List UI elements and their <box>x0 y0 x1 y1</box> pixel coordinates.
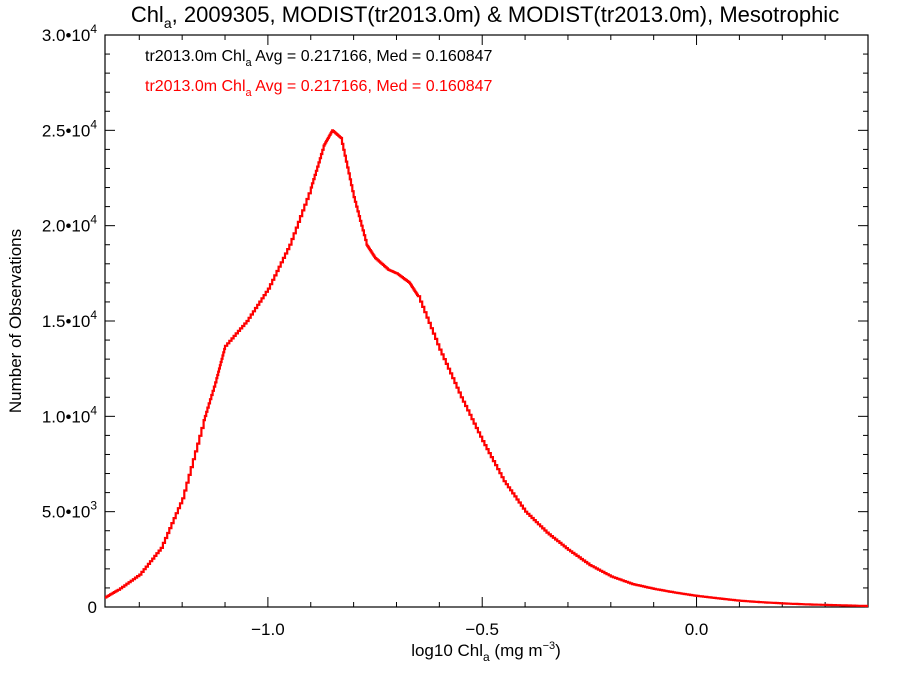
x-axis-label-post: ) <box>555 641 561 660</box>
x-axis-label-superscript: −3 <box>543 640 556 652</box>
legend-entry-pre: tr2013.0m Chl <box>145 78 246 95</box>
series-group <box>105 129 868 608</box>
x-tick-label: −1.0 <box>251 620 285 639</box>
y-tick-mantissa: 1.0•10 <box>42 407 91 426</box>
y-tick-mantissa: 1.5•10 <box>42 312 91 331</box>
histogram-line <box>105 129 868 608</box>
y-tick-exponent: 4 <box>90 213 97 227</box>
legend-entry: tr2013.0m Chla Avg = 0.217166, Med = 0.1… <box>145 48 493 69</box>
plot-frame <box>104 34 869 608</box>
y-tick-mantissa: 0 <box>88 598 97 617</box>
y-tick-exponent: 4 <box>90 308 97 322</box>
x-axis-label-pre: log10 Chl <box>411 641 483 660</box>
y-tick-label: 3.0•104 <box>42 22 98 45</box>
x-tick-label: −0.5 <box>465 620 499 639</box>
chart-title-main: Chl <box>131 2 164 27</box>
legend-entry-pre: tr2013.0m Chl <box>145 48 246 65</box>
y-tick-exponent: 4 <box>90 403 97 417</box>
y-tick-exponent: 3 <box>90 499 97 513</box>
chart-title-subscript: a <box>164 15 172 31</box>
plot-area: −1.0 −0.5 0.005.0•1031.0•1041.5•1042.0•104… <box>42 22 869 639</box>
legend-entry-subscript: a <box>246 57 253 69</box>
y-tick-label: 2.5•104 <box>42 117 98 140</box>
y-tick-mantissa: 2.0•10 <box>42 217 91 236</box>
y-tick-exponent: 4 <box>90 22 97 36</box>
x-axis-label-subscript: a <box>483 650 490 664</box>
y-tick-mantissa: 5.0•10 <box>42 503 91 522</box>
x-axis-label-mid: (mg m <box>490 641 543 660</box>
y-tick-label: 2.0•104 <box>42 213 98 236</box>
y-tick-mantissa: 3.0•10 <box>42 26 91 45</box>
y-tick-label: 0 <box>88 598 97 617</box>
chart-title-rest: , 2009305, MODIST(tr2013.0m) & MODIST(tr… <box>172 2 840 27</box>
legend-entry: tr2013.0m Chla Avg = 0.217166, Med = 0.1… <box>145 78 493 99</box>
y-tick-label: 1.5•104 <box>42 308 98 331</box>
y-tick-label: 5.0•103 <box>42 499 98 522</box>
y-tick-label: 1.0•104 <box>42 403 98 426</box>
legend: tr2013.0m Chla Avg = 0.217166, Med = 0.1… <box>145 48 493 99</box>
legend-entry-post: Avg = 0.217166, Med = 0.160847 <box>252 78 493 95</box>
y-axis-label: Number of Observations <box>6 229 25 413</box>
y-tick-exponent: 4 <box>90 117 97 131</box>
legend-entry-subscript: a <box>246 87 253 99</box>
x-axis-label: log10 Chla (mg m−3) <box>411 640 561 664</box>
legend-entry-post: Avg = 0.217166, Med = 0.160847 <box>252 48 493 65</box>
y-tick-mantissa: 2.5•10 <box>42 121 91 140</box>
x-tick-label: 0.0 <box>685 620 709 639</box>
chart-title: Chla, 2009305, MODIST(tr2013.0m) & MODIS… <box>131 2 839 31</box>
axis-ticks: −1.0 −0.5 0.005.0•1031.0•1041.5•1042.0•104… <box>42 22 869 639</box>
